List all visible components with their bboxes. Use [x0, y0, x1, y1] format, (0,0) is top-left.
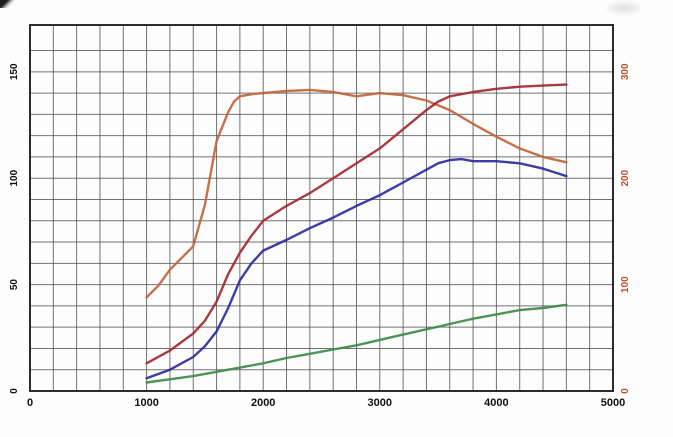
- x-tick-label: 3000: [368, 397, 392, 409]
- x-tick-label: 4000: [484, 397, 508, 409]
- y-right-tick-label: 200: [620, 169, 631, 186]
- y-right-tick-label: 300: [620, 63, 631, 80]
- y-right-tick-label: 0: [620, 388, 631, 394]
- red-curve: [145, 83, 568, 365]
- orange-curve: [145, 88, 568, 299]
- x-tick-label: 5000: [601, 397, 625, 409]
- blue-curve: [145, 157, 568, 380]
- y-right-tick-label: 100: [620, 276, 631, 293]
- green-curve: [145, 303, 568, 384]
- x-tick-label: 0: [27, 397, 33, 409]
- plot-border: [29, 24, 614, 392]
- y-left-tick-label: 0: [9, 388, 20, 394]
- x-tick-label: 2000: [251, 397, 275, 409]
- y-left-tick-label: 100: [9, 169, 20, 186]
- scan-corner-artifact: [0, 0, 14, 8]
- y-left-tick-label: 50: [9, 279, 20, 291]
- x-tick-label: 1000: [134, 397, 158, 409]
- y-left-tick-label: 150: [9, 63, 20, 80]
- scan-smudge-artifact: [604, 0, 644, 16]
